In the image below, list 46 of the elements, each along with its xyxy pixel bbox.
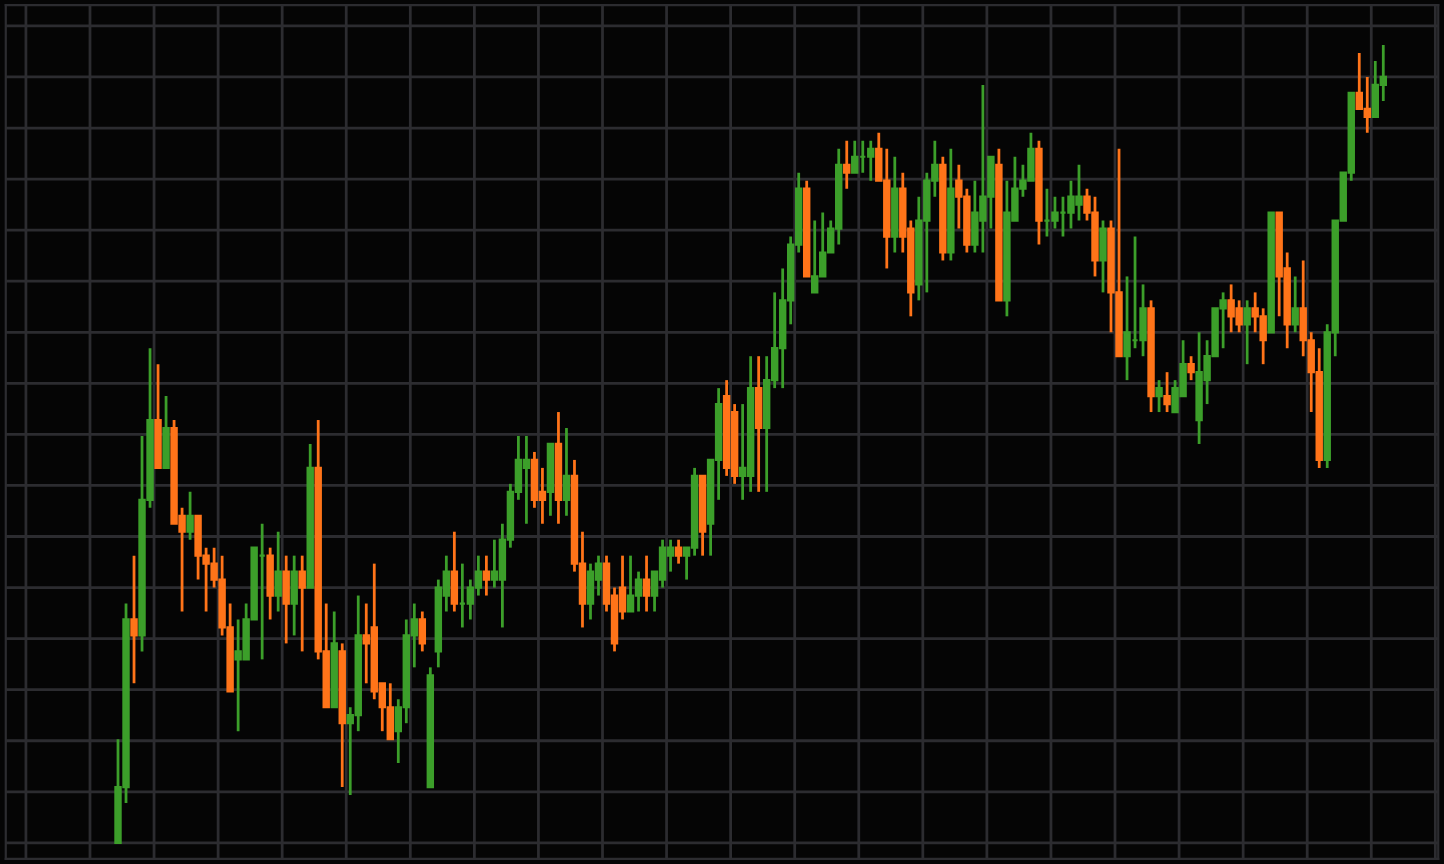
candlestick bbox=[482, 554, 491, 597]
candlestick bbox=[586, 562, 595, 621]
candlestick bbox=[1187, 354, 1195, 382]
candlestick bbox=[843, 139, 851, 191]
candlestick bbox=[1291, 275, 1299, 334]
candlestick bbox=[867, 139, 875, 183]
candlestick bbox=[1363, 75, 1371, 135]
candlestick bbox=[386, 681, 394, 741]
candlestick bbox=[1099, 219, 1107, 294]
candlestick bbox=[274, 530, 282, 613]
candlestick bbox=[154, 362, 162, 470]
candlestick bbox=[1195, 330, 1203, 446]
candlestick bbox=[674, 538, 683, 566]
candlestick bbox=[234, 618, 242, 733]
candlestick bbox=[130, 554, 138, 685]
candlestick bbox=[754, 354, 763, 494]
candlestick bbox=[418, 610, 427, 653]
candlestick bbox=[522, 434, 531, 526]
candlestick bbox=[162, 394, 170, 470]
candlestick bbox=[1075, 163, 1083, 222]
candlestick bbox=[186, 490, 194, 542]
candlestick bbox=[1219, 291, 1227, 350]
candlestick bbox=[811, 219, 819, 294]
candlestick bbox=[1227, 283, 1235, 334]
candlestick bbox=[1155, 378, 1163, 414]
candlestick bbox=[658, 538, 667, 589]
candlestick bbox=[450, 530, 459, 613]
candlestick bbox=[298, 554, 306, 653]
candlestick bbox=[290, 554, 298, 637]
candlestick bbox=[1243, 298, 1251, 366]
candlestick bbox=[626, 554, 635, 613]
candlestick bbox=[562, 426, 571, 518]
candlestick bbox=[282, 554, 290, 645]
candlestick bbox=[851, 139, 859, 175]
candlestick bbox=[362, 602, 370, 685]
candlestick bbox=[891, 155, 899, 254]
candlestick bbox=[1091, 195, 1099, 278]
candlestick bbox=[979, 83, 987, 254]
candlestick bbox=[266, 546, 274, 621]
candlestick bbox=[1051, 195, 1059, 230]
candlestick bbox=[666, 538, 675, 573]
candlestick bbox=[642, 554, 651, 613]
candlestick bbox=[490, 538, 499, 589]
candlestick bbox=[1163, 370, 1171, 414]
candlestick bbox=[538, 466, 547, 526]
candlestick bbox=[546, 442, 555, 518]
